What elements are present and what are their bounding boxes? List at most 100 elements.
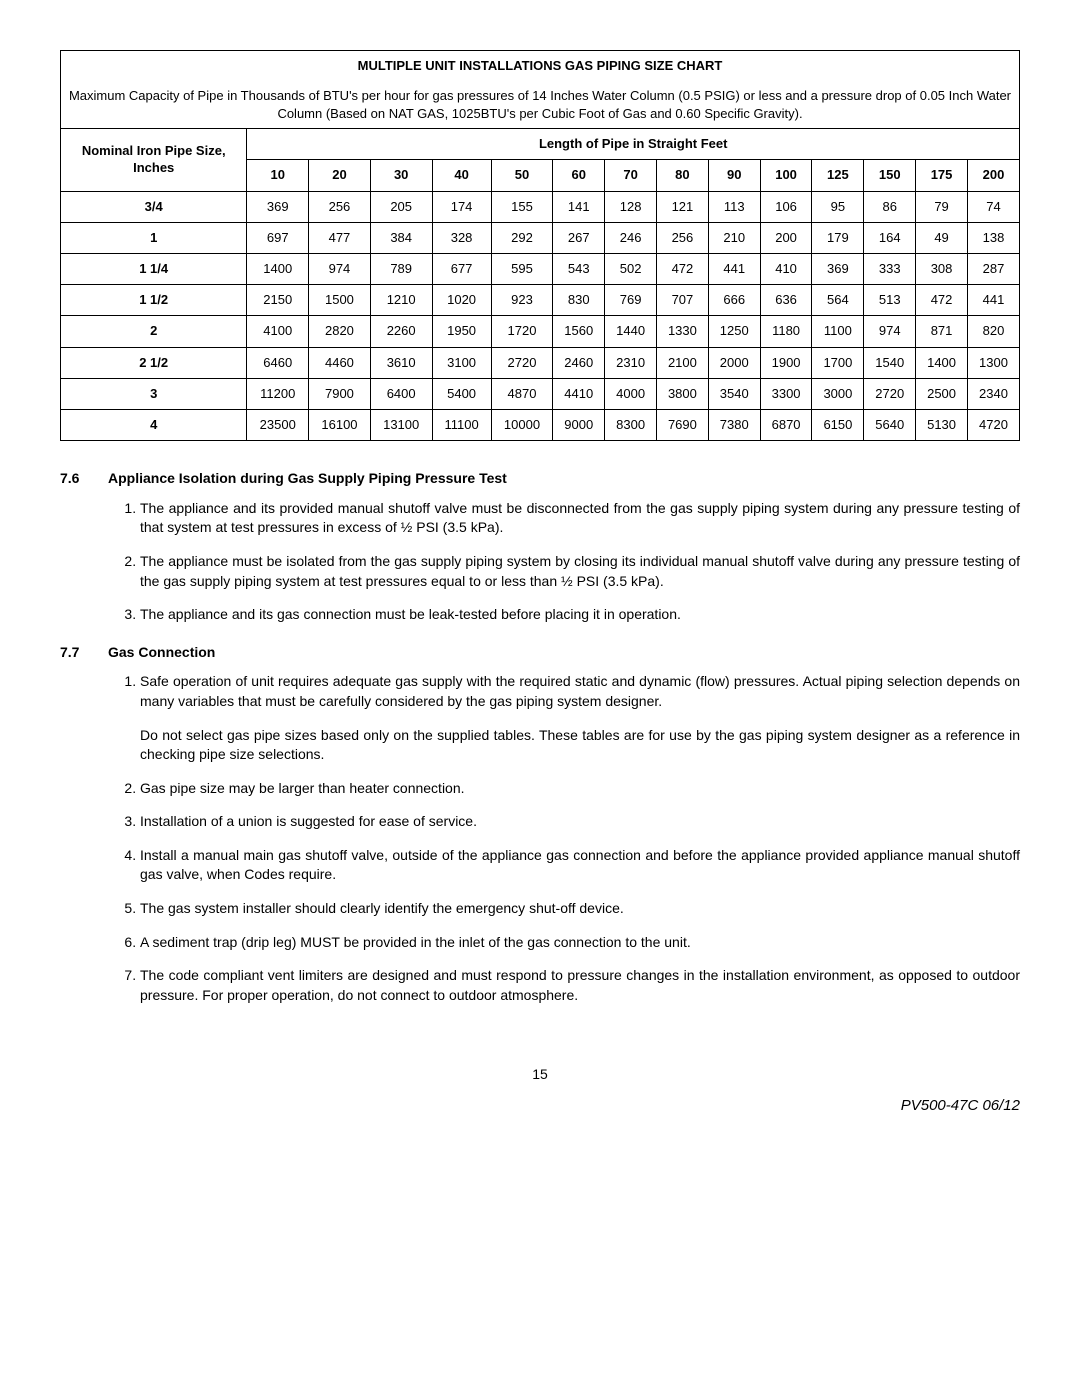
section-title: Gas Connection bbox=[108, 643, 215, 663]
table-cell: 1020 bbox=[432, 285, 491, 316]
list-item: Installation of a union is suggested for… bbox=[140, 812, 1020, 832]
table-cell: 79 bbox=[916, 191, 968, 222]
table-row: 2410028202260195017201560144013301250118… bbox=[61, 316, 1020, 347]
table-cell: 1540 bbox=[864, 347, 916, 378]
table-cell: 677 bbox=[432, 254, 491, 285]
table-cell: 74 bbox=[967, 191, 1019, 222]
table-cell: 1100 bbox=[812, 316, 864, 347]
table-cell: 1180 bbox=[760, 316, 812, 347]
table-cell: 513 bbox=[864, 285, 916, 316]
table-cell: 13100 bbox=[370, 409, 432, 440]
table-row: 2 1/264604460361031002720246023102100200… bbox=[61, 347, 1020, 378]
row-label: 2 1/2 bbox=[61, 347, 247, 378]
chart-title: MULTIPLE UNIT INSTALLATIONS GAS PIPING S… bbox=[61, 51, 1020, 82]
table-cell: 49 bbox=[916, 222, 968, 253]
table-cell: 205 bbox=[370, 191, 432, 222]
table-cell: 697 bbox=[247, 222, 309, 253]
table-cell: 138 bbox=[967, 222, 1019, 253]
table-cell: 1500 bbox=[309, 285, 371, 316]
col-header: 10 bbox=[247, 160, 309, 191]
table-cell: 267 bbox=[553, 222, 605, 253]
table-cell: 4410 bbox=[553, 378, 605, 409]
table-cell: 7380 bbox=[708, 409, 760, 440]
table-cell: 7690 bbox=[657, 409, 709, 440]
table-cell: 2460 bbox=[553, 347, 605, 378]
section-number: 7.7 bbox=[60, 643, 88, 663]
table-cell: 3300 bbox=[760, 378, 812, 409]
table-cell: 308 bbox=[916, 254, 968, 285]
table-cell: 2310 bbox=[605, 347, 657, 378]
list-item: The gas system installer should clearly … bbox=[140, 899, 1020, 919]
table-row: 1 1/221501500121010209238307697076666365… bbox=[61, 285, 1020, 316]
document-id: PV500-47C 06/12 bbox=[60, 1095, 1020, 1116]
table-cell: 10000 bbox=[491, 409, 553, 440]
table-cell: 6460 bbox=[247, 347, 309, 378]
table-cell: 1400 bbox=[916, 347, 968, 378]
table-cell: 707 bbox=[657, 285, 709, 316]
col-header: 30 bbox=[370, 160, 432, 191]
table-cell: 502 bbox=[605, 254, 657, 285]
table-cell: 2000 bbox=[708, 347, 760, 378]
table-cell: 441 bbox=[967, 285, 1019, 316]
table-row: 1697477384328292267246256210200179164491… bbox=[61, 222, 1020, 253]
table-cell: 1560 bbox=[553, 316, 605, 347]
table-cell: 4720 bbox=[967, 409, 1019, 440]
section-7-7: 7.7 Gas Connection Safe operation of uni… bbox=[60, 643, 1020, 1006]
col-header: 200 bbox=[967, 160, 1019, 191]
section-title: Appliance Isolation during Gas Supply Pi… bbox=[108, 469, 507, 489]
table-cell: 3800 bbox=[657, 378, 709, 409]
list-item: The appliance must be isolated from the … bbox=[140, 552, 1020, 591]
table-cell: 3540 bbox=[708, 378, 760, 409]
table-cell: 1440 bbox=[605, 316, 657, 347]
section-7-6-list: The appliance and its provided manual sh… bbox=[116, 499, 1020, 625]
table-cell: 113 bbox=[708, 191, 760, 222]
table-cell: 2820 bbox=[309, 316, 371, 347]
table-cell: 155 bbox=[491, 191, 553, 222]
col-header: 20 bbox=[309, 160, 371, 191]
table-cell: 2340 bbox=[967, 378, 1019, 409]
table-cell: 6150 bbox=[812, 409, 864, 440]
row-label: 4 bbox=[61, 409, 247, 440]
table-cell: 2720 bbox=[491, 347, 553, 378]
table-cell: 121 bbox=[657, 191, 709, 222]
table-cell: 6400 bbox=[370, 378, 432, 409]
table-cell: 11100 bbox=[432, 409, 491, 440]
table-cell: 3100 bbox=[432, 347, 491, 378]
col-header: 60 bbox=[553, 160, 605, 191]
table-cell: 256 bbox=[309, 191, 371, 222]
table-cell: 923 bbox=[491, 285, 553, 316]
table-cell: 820 bbox=[967, 316, 1019, 347]
table-cell: 328 bbox=[432, 222, 491, 253]
table-cell: 1900 bbox=[760, 347, 812, 378]
col-header: 150 bbox=[864, 160, 916, 191]
table-cell: 141 bbox=[553, 191, 605, 222]
list-item: The appliance and its gas connection mus… bbox=[140, 605, 1020, 625]
col-header: 90 bbox=[708, 160, 760, 191]
row-label: 1 bbox=[61, 222, 247, 253]
section-7-6: 7.6 Appliance Isolation during Gas Suppl… bbox=[60, 469, 1020, 625]
table-cell: 3000 bbox=[812, 378, 864, 409]
table-cell: 11200 bbox=[247, 378, 309, 409]
table-cell: 106 bbox=[760, 191, 812, 222]
table-cell: 16100 bbox=[309, 409, 371, 440]
table-cell: 2100 bbox=[657, 347, 709, 378]
page-number: 15 bbox=[60, 1065, 1020, 1085]
table-cell: 8300 bbox=[605, 409, 657, 440]
table-cell: 95 bbox=[812, 191, 864, 222]
table-cell: 369 bbox=[812, 254, 864, 285]
list-item: The appliance and its provided manual sh… bbox=[140, 499, 1020, 538]
table-cell: 1720 bbox=[491, 316, 553, 347]
table-cell: 333 bbox=[864, 254, 916, 285]
table-cell: 86 bbox=[864, 191, 916, 222]
table-cell: 1700 bbox=[812, 347, 864, 378]
table-row: 3112007900640054004870441040003800354033… bbox=[61, 378, 1020, 409]
col-header: 70 bbox=[605, 160, 657, 191]
list-item: Install a manual main gas shutoff valve,… bbox=[140, 846, 1020, 885]
table-cell: 23500 bbox=[247, 409, 309, 440]
table-cell: 564 bbox=[812, 285, 864, 316]
list-item-text: Do not select gas pipe sizes based only … bbox=[140, 726, 1020, 765]
table-cell: 210 bbox=[708, 222, 760, 253]
table-cell: 9000 bbox=[553, 409, 605, 440]
table-cell: 2260 bbox=[370, 316, 432, 347]
table-cell: 384 bbox=[370, 222, 432, 253]
